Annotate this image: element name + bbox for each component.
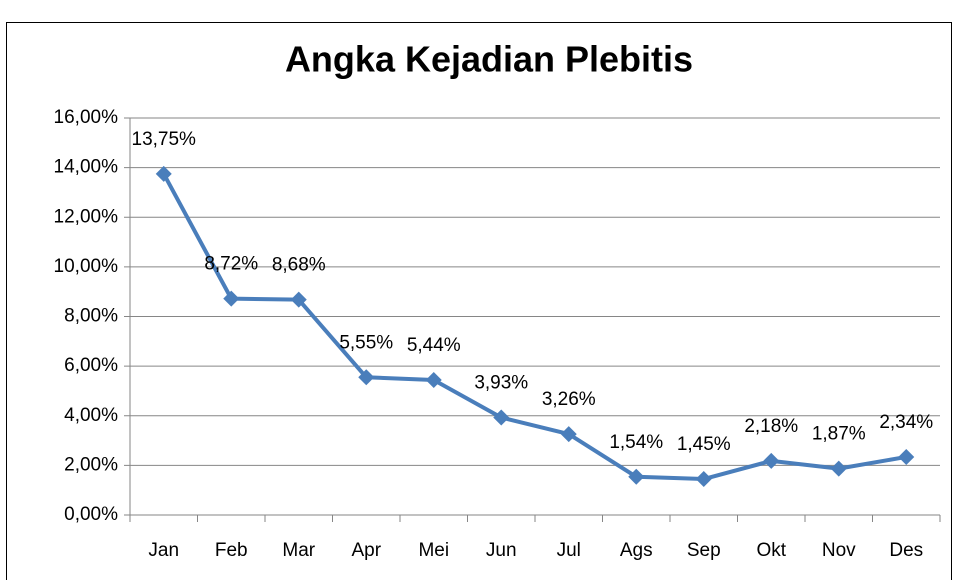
data-point	[290, 291, 307, 308]
y-tick-label: 6,00%	[64, 355, 118, 376]
data-label: 8,68%	[272, 255, 326, 276]
y-tick-label: 12,00%	[54, 206, 119, 227]
data-label: 3,93%	[474, 373, 528, 394]
x-tick-label: Nov	[822, 540, 856, 561]
y-tick-label: 4,00%	[64, 405, 118, 426]
data-label: 13,75%	[132, 129, 197, 150]
data-label: 5,55%	[339, 332, 393, 353]
x-tick-label: Jul	[557, 540, 581, 561]
data-point	[560, 426, 577, 443]
data-point	[425, 372, 442, 389]
x-tick-label: Apr	[351, 540, 381, 561]
series-line	[161, 172, 907, 482]
y-tick-label: 8,00%	[64, 306, 118, 327]
data-label: 8,72%	[204, 254, 258, 275]
x-tick-label: Mar	[282, 540, 315, 561]
y-tick-label: 16,00%	[54, 107, 119, 128]
chart-frame	[6, 22, 952, 580]
data-label: 5,44%	[407, 335, 461, 356]
y-tick-label: 10,00%	[54, 256, 119, 277]
x-tick-label: Jan	[148, 540, 179, 561]
data-label: 1,54%	[609, 432, 663, 453]
data-label: 2,18%	[744, 416, 798, 437]
data-point	[155, 165, 172, 182]
x-tick-label: Okt	[756, 540, 786, 561]
data-label: 2,34%	[879, 412, 933, 433]
x-tick-label: Feb	[215, 540, 248, 561]
x-tick-label: Ags	[620, 540, 653, 561]
x-tick-label: Jun	[486, 540, 517, 561]
y-tick-label: 2,00%	[64, 454, 118, 475]
x-tick-label: Des	[889, 540, 923, 561]
data-label: 1,45%	[677, 434, 731, 455]
data-point	[898, 448, 915, 465]
data-label: 1,87%	[812, 424, 866, 445]
data-point	[830, 460, 847, 477]
data-point	[628, 468, 645, 485]
data-point	[493, 409, 510, 426]
x-tick-label: Mei	[418, 540, 449, 561]
data-label: 3,26%	[542, 389, 596, 410]
data-point	[358, 369, 375, 386]
data-point	[223, 290, 240, 307]
x-tick-label: Sep	[687, 540, 721, 561]
data-point	[763, 452, 780, 469]
chart-title: Angka Kejadian Plebitis	[285, 39, 693, 80]
y-tick-label: 0,00%	[64, 504, 118, 525]
data-point	[695, 471, 712, 488]
y-tick-label: 14,00%	[54, 157, 119, 178]
